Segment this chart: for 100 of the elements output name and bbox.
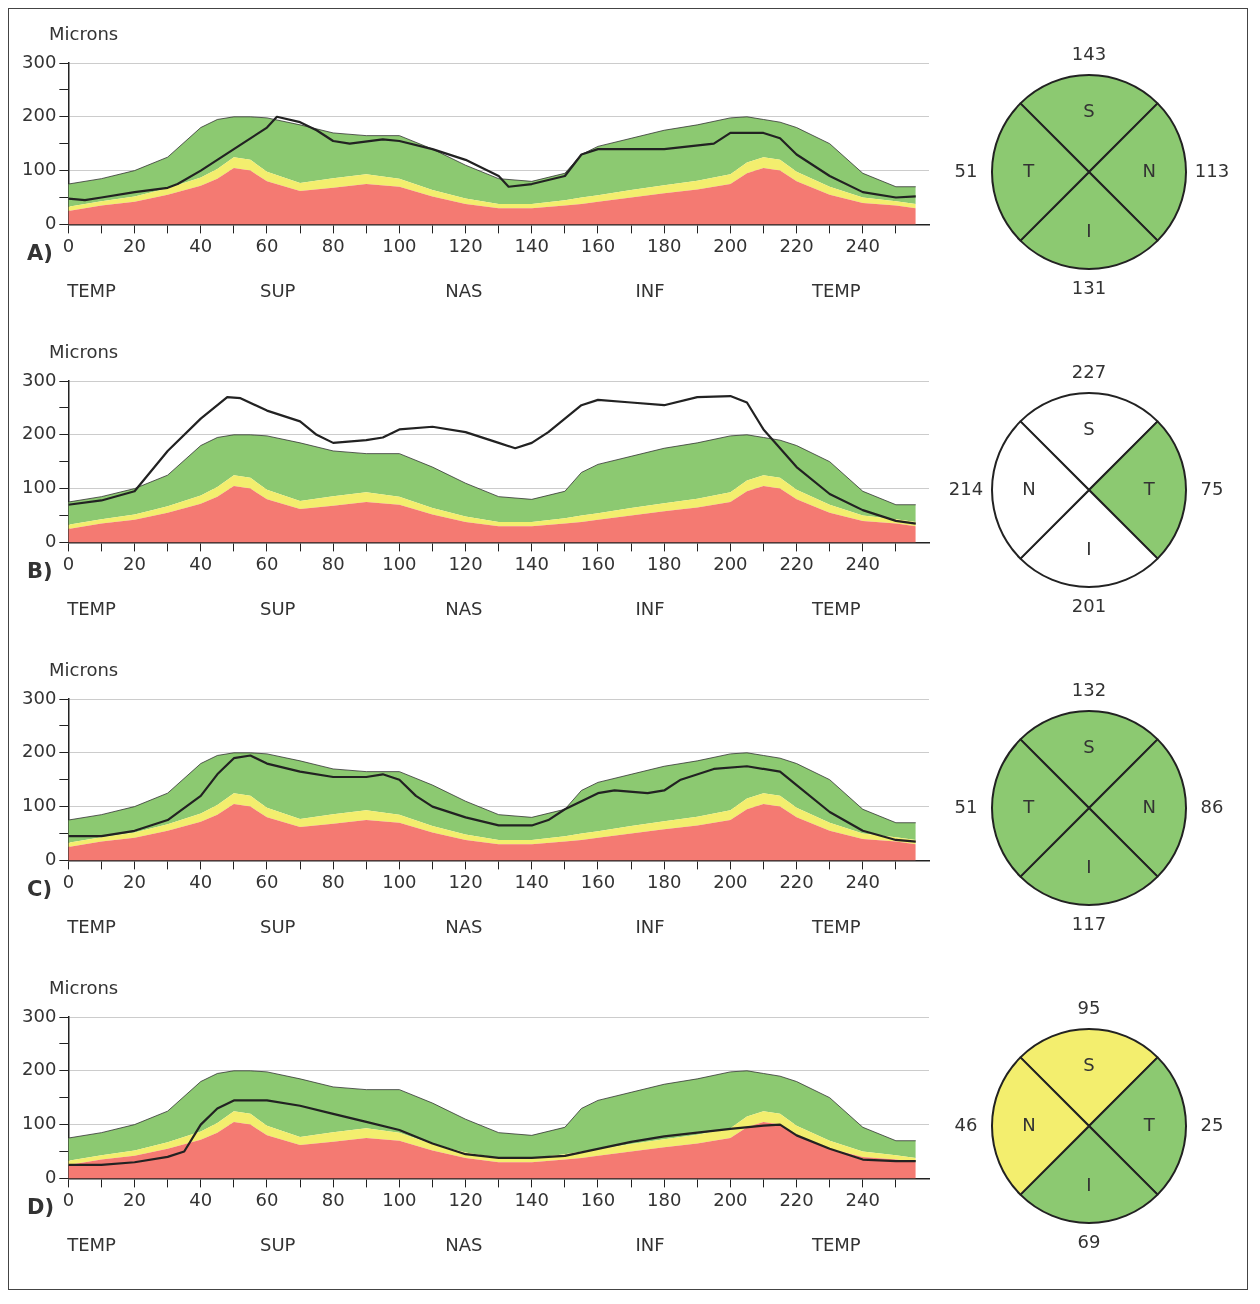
x-tick-label: 220 (779, 1188, 814, 1210)
y-axis-title: Microns (49, 340, 119, 362)
x-tick-label: 40 (189, 552, 213, 574)
y-tick-label: 100 (22, 158, 57, 180)
y-tick-label: 0 (44, 848, 57, 870)
text: TEMP (66, 280, 117, 302)
text: TEMP (810, 1234, 861, 1256)
category-label: N (1142, 159, 1156, 181)
x-tick-label: 60 (255, 234, 279, 256)
y-tick-label: 100 (22, 476, 57, 498)
x-tick-label: 140 (514, 870, 549, 892)
data-label: 113 (1194, 159, 1230, 181)
x-tick-label: 140 (514, 234, 549, 256)
x-tick-label: 200 (713, 234, 748, 256)
x-tick-label: 140 (514, 1188, 549, 1210)
text: TEMP (810, 598, 861, 620)
x-tick-label: 180 (647, 1188, 682, 1210)
x-tick-label: 0 (62, 552, 75, 574)
x-tick-label: 100 (382, 552, 417, 574)
x-tick-label: 20 (123, 234, 147, 256)
x-tick-label: 120 (448, 1188, 483, 1210)
x-tick-label: 0 (62, 1188, 75, 1210)
category-label: I (1086, 855, 1092, 877)
category-label: T (1142, 477, 1156, 499)
category-label: S (1083, 1053, 1095, 1075)
y-tick-label: 300 (22, 1004, 57, 1026)
text: INF (635, 916, 665, 938)
x-tick-label: 20 (123, 552, 147, 574)
y-axis-title: Microns (49, 658, 119, 680)
text: TEMP (810, 280, 861, 302)
y-tick-label: 200 (22, 422, 57, 444)
data-label: 214 (948, 477, 984, 499)
y-tick-label: 300 (22, 368, 57, 390)
x-tick-label: 160 (580, 552, 616, 574)
x-tick-label: 80 (321, 234, 345, 256)
category-label: T (1022, 795, 1036, 817)
text: C) (27, 876, 53, 901)
text: INF (635, 598, 665, 620)
x-tick-label: 0 (62, 234, 75, 256)
x-tick-label: 120 (448, 552, 483, 574)
category-label: S (1083, 735, 1095, 757)
text: TEMP (66, 1234, 117, 1256)
x-tick-label: 140 (514, 552, 549, 574)
x-tick-label: 80 (321, 870, 345, 892)
y-tick-label: 100 (22, 1112, 57, 1134)
category-label: I (1086, 537, 1092, 559)
x-tick-label: 200 (713, 552, 748, 574)
y-axis-title: Microns (49, 976, 119, 998)
category-label: T (1142, 1113, 1156, 1135)
x-tick-label: 160 (580, 870, 616, 892)
text: INF (635, 280, 665, 302)
text: SUP (259, 916, 296, 938)
text: NAS (445, 598, 483, 620)
x-tick-label: 40 (189, 234, 213, 256)
data-label: 86 (1200, 795, 1224, 817)
data-label: 132 (1071, 678, 1107, 700)
data-label: 227 (1071, 360, 1107, 382)
text: TEMP (810, 916, 861, 938)
text: SUP (259, 280, 296, 302)
x-tick-label: 240 (845, 552, 880, 574)
category-label: S (1083, 99, 1095, 121)
x-tick-label: 20 (123, 870, 147, 892)
data-label: 46 (954, 1113, 978, 1135)
x-tick-label: 240 (845, 234, 880, 256)
x-tick-label: 220 (779, 234, 814, 256)
category-label: I (1086, 1173, 1092, 1195)
text: A) (27, 240, 53, 265)
data-label: 51 (954, 795, 978, 817)
x-tick-label: 180 (647, 870, 682, 892)
text: SUP (259, 1234, 296, 1256)
text: SUP (259, 598, 296, 620)
x-tick-label: 160 (580, 234, 616, 256)
data-label: 95 (1077, 996, 1101, 1018)
x-tick-label: 180 (647, 552, 682, 574)
category-label: T (1022, 159, 1036, 181)
x-tick-label: 100 (382, 1188, 417, 1210)
y-axis-title: Microns (49, 22, 119, 44)
data-label: 51 (954, 159, 978, 181)
text: NAS (445, 916, 483, 938)
x-tick-label: 160 (580, 1188, 616, 1210)
data-label: 69 (1077, 1230, 1101, 1252)
x-tick-label: 60 (255, 1188, 279, 1210)
x-tick-label: 240 (845, 870, 880, 892)
y-tick-label: 200 (22, 1058, 57, 1080)
text: TEMP (66, 916, 117, 938)
x-tick-label: 80 (321, 1188, 345, 1210)
x-tick-label: 200 (713, 870, 748, 892)
x-tick-label: 60 (255, 552, 279, 574)
data-label: 143 (1071, 42, 1107, 64)
text: TEMP (66, 598, 117, 620)
y-tick-label: 300 (22, 686, 57, 708)
y-tick-label: 100 (22, 794, 57, 816)
x-tick-label: 100 (382, 870, 417, 892)
x-tick-label: 220 (779, 870, 814, 892)
y-tick-label: 0 (44, 212, 57, 234)
x-tick-label: 0 (62, 870, 75, 892)
data-label: 117 (1071, 912, 1107, 934)
x-tick-label: 40 (189, 1188, 213, 1210)
data-label: 75 (1200, 477, 1224, 499)
x-tick-label: 100 (382, 234, 417, 256)
